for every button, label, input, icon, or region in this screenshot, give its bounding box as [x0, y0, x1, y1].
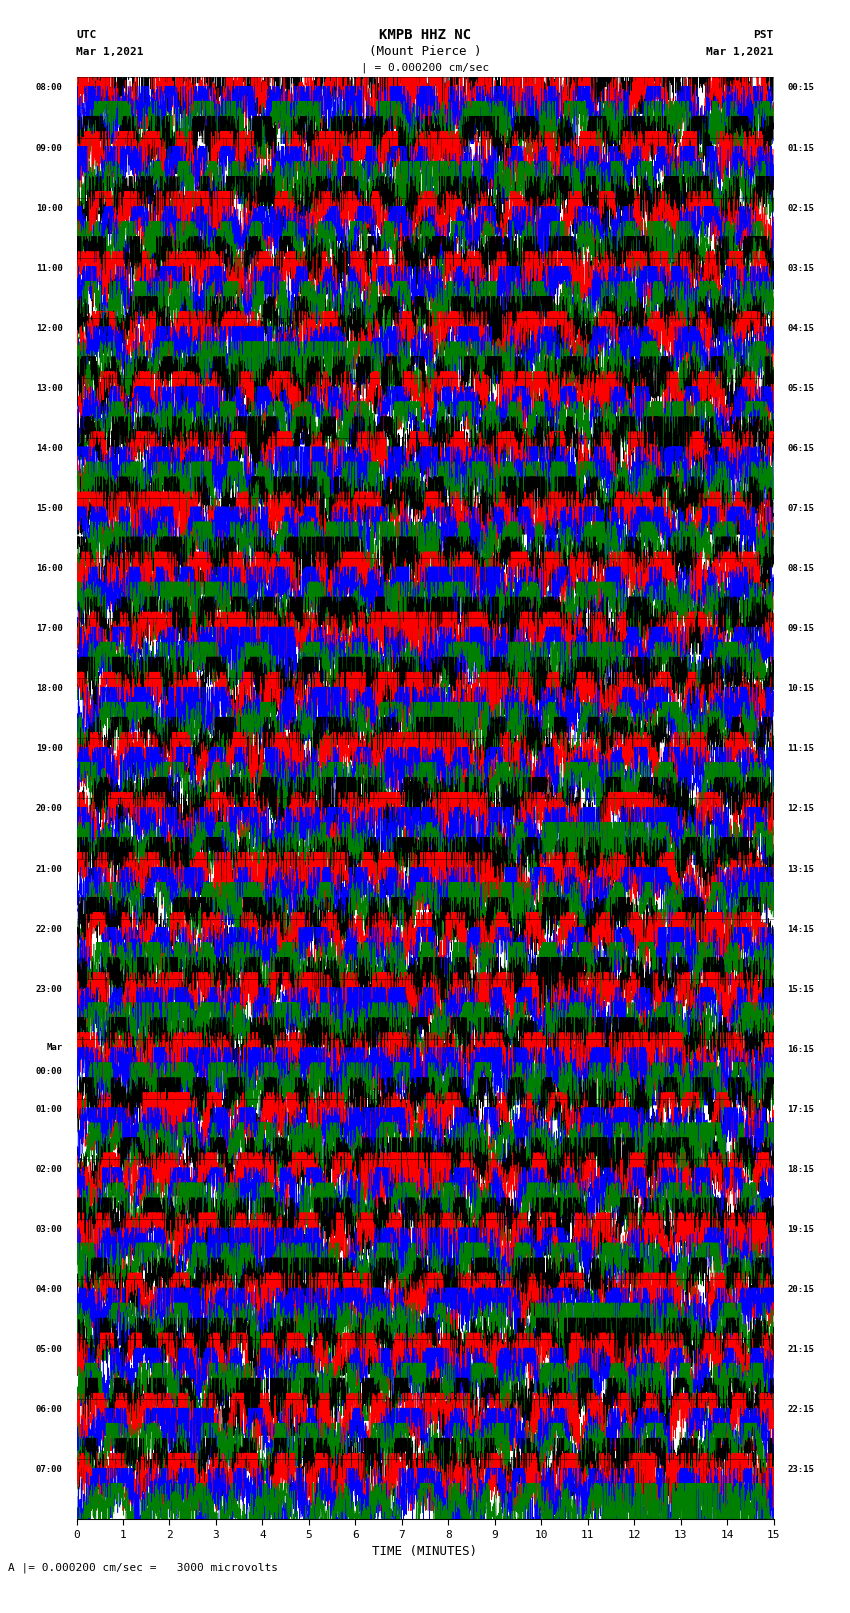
- Text: UTC: UTC: [76, 31, 97, 40]
- Text: KMPB HHZ NC: KMPB HHZ NC: [379, 29, 471, 42]
- Text: 04:15: 04:15: [787, 324, 814, 332]
- Text: 02:00: 02:00: [36, 1165, 63, 1174]
- Text: 10:00: 10:00: [36, 203, 63, 213]
- Text: 11:00: 11:00: [36, 263, 63, 273]
- Text: 17:00: 17:00: [36, 624, 63, 634]
- Text: 23:00: 23:00: [36, 984, 63, 994]
- Text: 11:15: 11:15: [787, 744, 814, 753]
- Text: 05:00: 05:00: [36, 1345, 63, 1355]
- X-axis label: TIME (MINUTES): TIME (MINUTES): [372, 1545, 478, 1558]
- Text: 03:15: 03:15: [787, 263, 814, 273]
- Text: | = 0.000200 cm/sec: | = 0.000200 cm/sec: [361, 63, 489, 73]
- Text: 03:00: 03:00: [36, 1224, 63, 1234]
- Text: 06:00: 06:00: [36, 1405, 63, 1415]
- Text: 09:00: 09:00: [36, 144, 63, 153]
- Text: 07:00: 07:00: [36, 1465, 63, 1474]
- Text: 10:15: 10:15: [787, 684, 814, 694]
- Text: 12:00: 12:00: [36, 324, 63, 332]
- Text: Mar 1,2021: Mar 1,2021: [706, 47, 774, 56]
- Text: 18:15: 18:15: [787, 1165, 814, 1174]
- Text: 05:15: 05:15: [787, 384, 814, 394]
- Text: 16:15: 16:15: [787, 1045, 814, 1053]
- Text: 01:00: 01:00: [36, 1105, 63, 1115]
- Text: (Mount Pierce ): (Mount Pierce ): [369, 45, 481, 58]
- Text: 15:15: 15:15: [787, 984, 814, 994]
- Text: 20:15: 20:15: [787, 1286, 814, 1294]
- Text: 00:15: 00:15: [787, 84, 814, 92]
- Text: A |= 0.000200 cm/sec =   3000 microvolts: A |= 0.000200 cm/sec = 3000 microvolts: [8, 1563, 279, 1573]
- Text: 19:15: 19:15: [787, 1224, 814, 1234]
- Text: 14:00: 14:00: [36, 444, 63, 453]
- Text: 22:15: 22:15: [787, 1405, 814, 1415]
- Text: 01:15: 01:15: [787, 144, 814, 153]
- Text: 07:15: 07:15: [787, 503, 814, 513]
- Text: 06:15: 06:15: [787, 444, 814, 453]
- Text: 14:15: 14:15: [787, 924, 814, 934]
- Text: 02:15: 02:15: [787, 203, 814, 213]
- Text: 08:15: 08:15: [787, 565, 814, 573]
- Text: 13:00: 13:00: [36, 384, 63, 394]
- Text: 04:00: 04:00: [36, 1286, 63, 1294]
- Text: 17:15: 17:15: [787, 1105, 814, 1115]
- Text: 22:00: 22:00: [36, 924, 63, 934]
- Text: 23:15: 23:15: [787, 1465, 814, 1474]
- Text: 15:00: 15:00: [36, 503, 63, 513]
- Text: 19:00: 19:00: [36, 744, 63, 753]
- Text: 00:00: 00:00: [36, 1068, 63, 1076]
- Text: 20:00: 20:00: [36, 805, 63, 813]
- Text: 21:15: 21:15: [787, 1345, 814, 1355]
- Text: 08:00: 08:00: [36, 84, 63, 92]
- Text: 21:00: 21:00: [36, 865, 63, 874]
- Text: 16:00: 16:00: [36, 565, 63, 573]
- Text: Mar: Mar: [47, 1044, 63, 1052]
- Text: 18:00: 18:00: [36, 684, 63, 694]
- Text: 13:15: 13:15: [787, 865, 814, 874]
- Text: 12:15: 12:15: [787, 805, 814, 813]
- Text: 09:15: 09:15: [787, 624, 814, 634]
- Text: Mar 1,2021: Mar 1,2021: [76, 47, 144, 56]
- Text: PST: PST: [753, 31, 774, 40]
